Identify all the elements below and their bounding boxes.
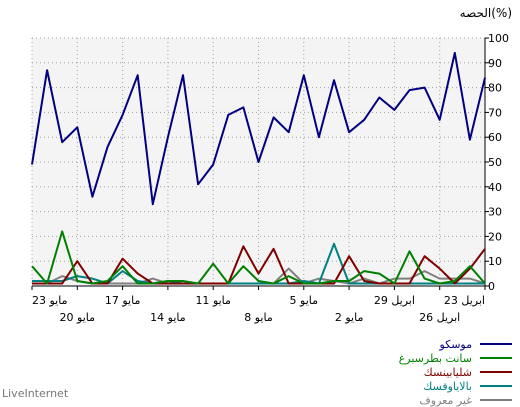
y-axis-title: الحصه(%): [460, 6, 512, 20]
x-tick-label: 11 مايو: [195, 294, 231, 307]
x-tick-label: 8 مايو: [244, 311, 273, 324]
y-tick-label: 100: [488, 32, 509, 45]
legend-item: بالاياوفسك: [423, 379, 512, 393]
legend-swatch: [480, 385, 512, 387]
legend-item: شليابينسك: [424, 365, 512, 379]
legend-swatch: [480, 371, 512, 373]
y-tick-label: 80: [488, 82, 502, 95]
x-tick-label: 5 مايو: [290, 294, 319, 307]
legend-swatch: [480, 357, 512, 359]
series-line: [31, 51, 486, 206]
legend-label: غير معروف: [419, 393, 472, 407]
x-tick-label: 23 مايو: [32, 294, 68, 307]
series-line: [31, 230, 486, 285]
legend-label: موسكو: [439, 337, 472, 351]
x-tick-label: 14 مايو: [150, 311, 186, 324]
legend-item: سانت بطرسبرغ: [399, 351, 512, 365]
y-tick-label: 90: [488, 57, 502, 70]
watermark-text: LiveInternet: [2, 387, 69, 400]
legend-label: سانت بطرسبرغ: [398, 351, 472, 365]
x-tick-label: 23 ابريل: [444, 294, 485, 307]
x-tick-label: 26 ابريل: [419, 311, 460, 324]
legend-label: بالاياوفسك: [423, 379, 472, 393]
y-tick-label: 0: [488, 280, 495, 293]
y-tick-label: 50: [488, 156, 502, 169]
y-axis: 0 10 20 30 40 50 60 70 80 90 100: [484, 32, 509, 293]
y-tick-label: 40: [488, 181, 502, 194]
legend-item: موسكو: [439, 337, 512, 351]
y-tick-label: 10: [488, 255, 502, 268]
y-tick-label: 70: [488, 106, 502, 119]
legend-label: شليابينسك: [423, 365, 472, 379]
series-line: [32, 245, 486, 285]
legend-swatch: [480, 399, 512, 401]
series-lines: [31, 51, 486, 285]
legend-swatch: [480, 343, 512, 345]
x-tick-label: 20 مايو: [60, 311, 96, 324]
y-tick-label: 20: [488, 230, 502, 243]
x-tick-label: 17 مايو: [105, 294, 141, 307]
y-tick-label: 30: [488, 206, 502, 219]
x-tick-label: 29 ابريل: [374, 294, 415, 307]
x-axis: 23 مايو 17 مايو 11 مايو 5 مايو 29 ابريل 23 اب…: [31, 285, 486, 324]
legend-item: غير معروف: [419, 393, 512, 407]
y-tick-label: 60: [488, 131, 502, 144]
x-tick-label: 2 مايو: [335, 311, 364, 324]
